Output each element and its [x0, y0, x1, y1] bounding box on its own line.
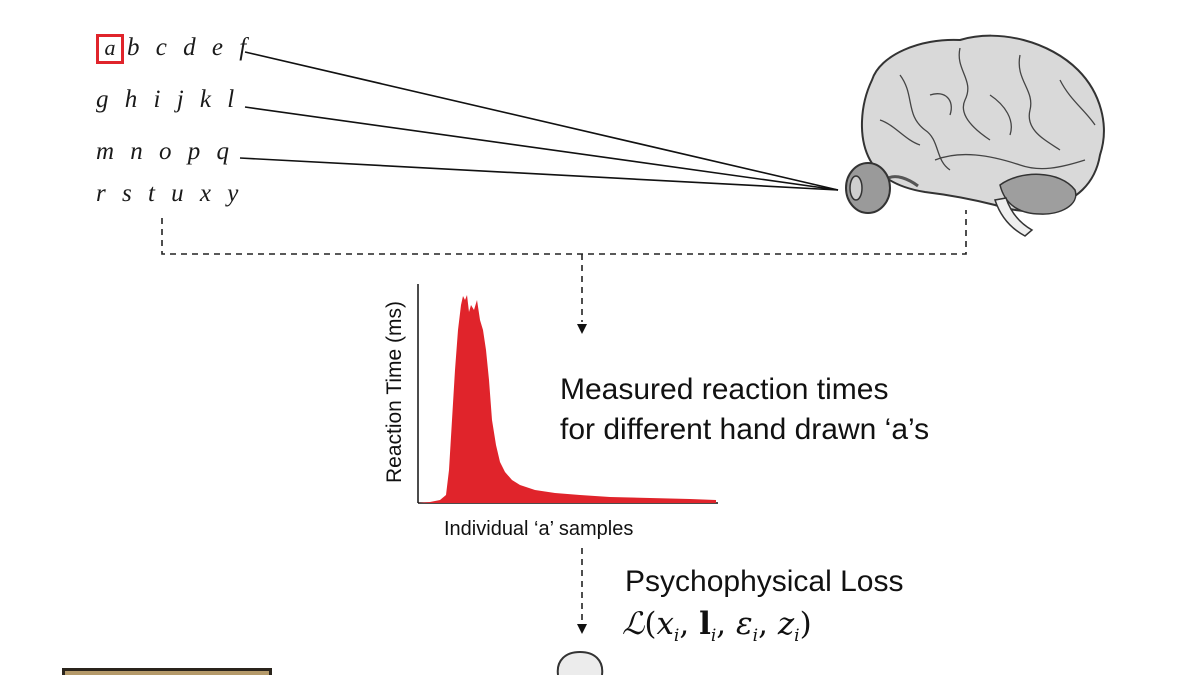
caption-line-1: Measured reaction times: [560, 373, 889, 406]
letter-row-3-text: m n o p q: [96, 138, 235, 165]
letter-row-4: r s t u x y: [96, 180, 243, 208]
connector-lines: [239, 51, 839, 191]
highlighted-letter-a: a: [96, 34, 124, 64]
dashed-connector: [161, 210, 967, 622]
letter-row-1-text: b c d e f: [127, 34, 252, 61]
loss-title: Psychophysical Loss: [625, 565, 904, 598]
histogram-caption: Measured reaction times for different ha…: [560, 370, 929, 450]
letter-row-2: g h i j k l: [96, 86, 239, 114]
formula-sub-i: i: [752, 626, 759, 647]
histogram-x-label: Individual ‘a’ samples: [444, 518, 634, 540]
formula-sub-i: i: [710, 626, 717, 647]
down-arrow-icon: [577, 324, 587, 334]
letter-row-4-text: r s t u x y: [96, 180, 244, 207]
formula-sub-i: i: [794, 626, 800, 647]
brain-icon: [861, 34, 1105, 237]
histogram-y-label: Reaction Time (ms): [383, 300, 406, 484]
formula-epsilon: ε: [736, 606, 753, 642]
down-arrow-icon: [577, 624, 587, 634]
formula-l: l: [699, 606, 711, 642]
caption-line-2: for different hand drawn ‘a’s: [560, 413, 930, 446]
framed-image-icon: [62, 668, 272, 675]
formula-z: z: [777, 606, 795, 642]
reaction-time-histogram: [418, 295, 716, 503]
loss-formula: ℒ(xi, li, εi, zi): [622, 606, 812, 647]
eye-icon: [845, 162, 919, 214]
letter-row-2-text: g h i j k l: [96, 86, 240, 113]
person-head-icon: [556, 650, 604, 675]
formula-sub-i: i: [673, 626, 680, 647]
letter-row-3: m n o p q: [96, 138, 234, 166]
formula-x: x: [656, 606, 674, 642]
